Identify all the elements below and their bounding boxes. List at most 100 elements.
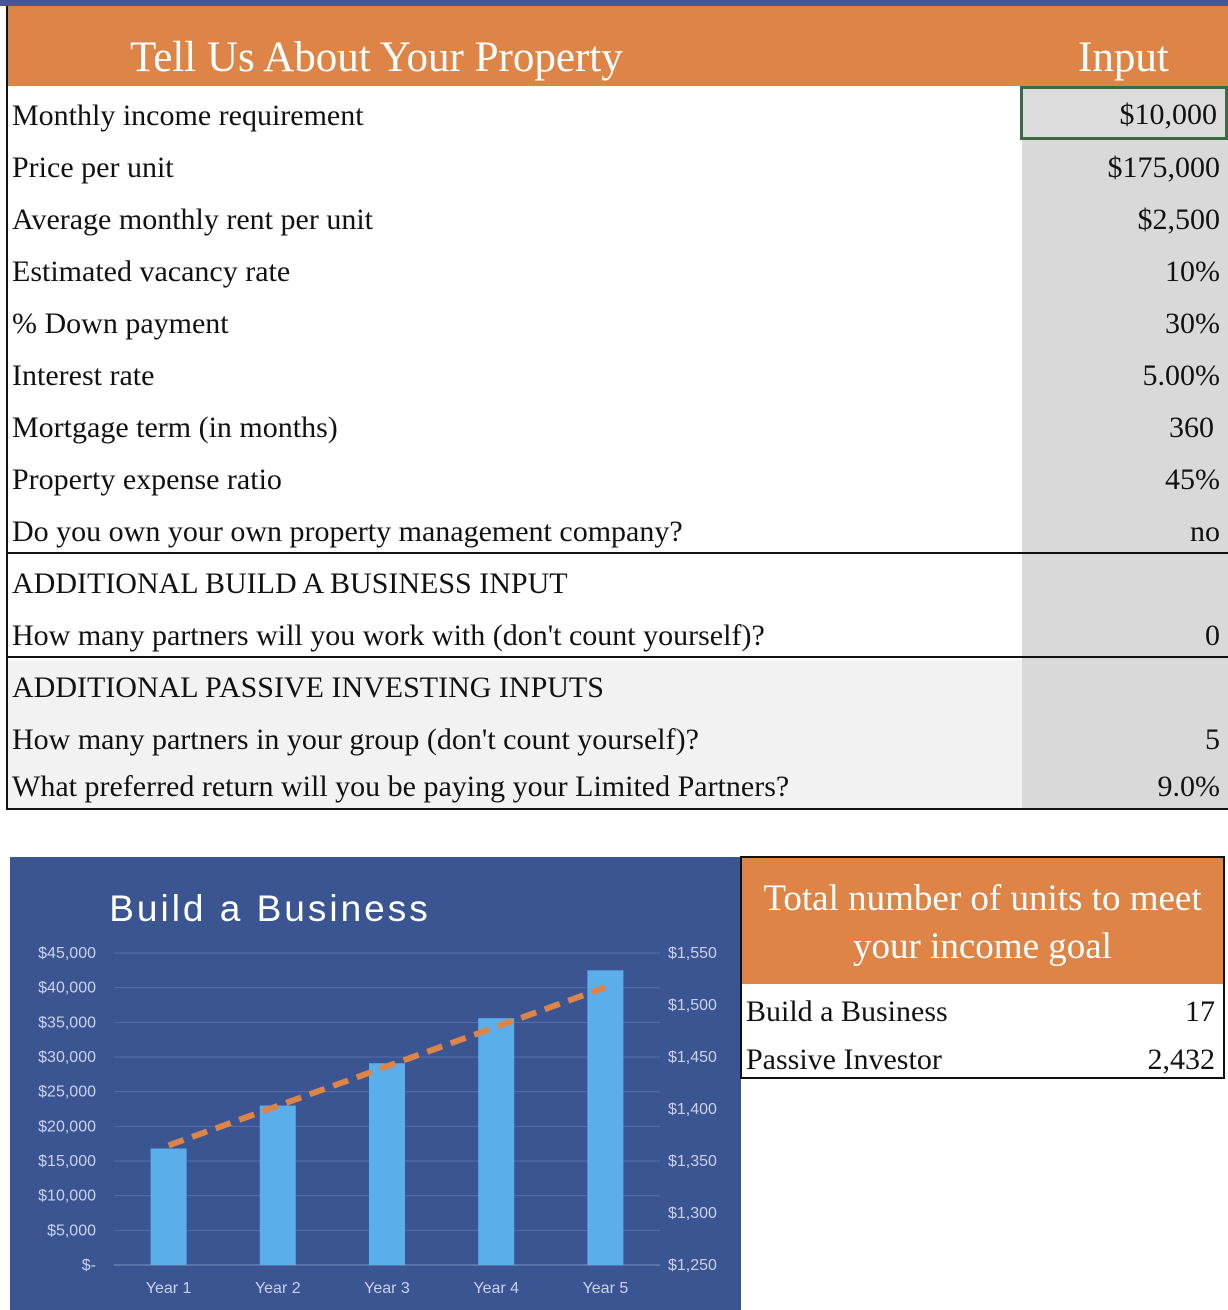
cell-value: 360	[1169, 411, 1214, 444]
expense-ratio-input[interactable]: 45%	[1022, 452, 1228, 504]
cell-value: 5.00%	[1142, 359, 1221, 392]
y-tick-label: $40,000	[38, 980, 96, 997]
cell-value: 10%	[1165, 255, 1220, 288]
row-mortgage-term: Mortgage term (in months) 360	[8, 400, 1228, 452]
section-divider	[8, 552, 1228, 554]
average-rent-input[interactable]: $2,500	[1022, 192, 1228, 244]
y-tick-label: $45,000	[38, 945, 96, 962]
mortgage-term-input[interactable]: 360	[1022, 400, 1228, 452]
row-label: How many partners will you work with (do…	[12, 619, 765, 652]
summary-label: Build a Business	[746, 995, 948, 1028]
row-vacancy-rate: Estimated vacancy rate 10%	[8, 244, 1228, 296]
x-tick-label: Year 1	[146, 1280, 192, 1297]
y-tick-label: $30,000	[38, 1049, 96, 1066]
cell-value: $2,500	[1137, 203, 1221, 236]
cell-value: $175,000	[1107, 151, 1221, 184]
y-tick-label: $25,000	[38, 1084, 96, 1101]
row-average-rent: Average monthly rent per unit $2,500	[8, 192, 1228, 244]
y2-tick-label: $1,300	[668, 1205, 717, 1222]
table-header: Tell Us About Your Property Input	[8, 6, 1228, 86]
build-partners-input[interactable]: 0	[1022, 608, 1228, 660]
build-section-heading-row: ADDITIONAL BUILD A BUSINESS INPUT	[8, 556, 1228, 608]
y2-tick-label: $1,550	[668, 945, 717, 962]
row-label: Average monthly rent per unit	[12, 203, 373, 236]
bar	[369, 1063, 405, 1265]
x-tick-label: Year 2	[255, 1280, 301, 1297]
x-tick-label: Year 3	[364, 1280, 410, 1297]
blank-cell	[1022, 556, 1228, 608]
x-tick-label: Year 5	[583, 1280, 629, 1297]
row-label: Interest rate	[12, 359, 155, 392]
row-label: Property expense ratio	[12, 463, 282, 496]
cell-value: 5	[1205, 723, 1220, 756]
row-label: How many partners in your group (don't c…	[12, 723, 699, 756]
row-label: Do you own your own property management …	[12, 515, 683, 548]
row-label: Monthly income requirement	[12, 99, 364, 132]
passive-partners-input[interactable]: 5	[1022, 712, 1228, 764]
cell-value: 0	[1205, 619, 1220, 652]
section-divider	[8, 656, 1228, 658]
row-interest-rate: Interest rate 5.00%	[8, 348, 1228, 400]
chart-canvas: $- $5,000 $10,000 $15,000 $20,000 $25,000 $30,…	[38, 888, 717, 1297]
cell-value: 45%	[1165, 463, 1220, 496]
vacancy-rate-input[interactable]: 10%	[1022, 244, 1228, 296]
row-preferred-return: What preferred return will you be paying…	[8, 760, 1228, 808]
row-label: Estimated vacancy rate	[12, 255, 291, 288]
property-input-table: Tell Us About Your Property Input Monthl…	[6, 6, 1228, 810]
row-monthly-income: Monthly income requirement $10,000	[8, 86, 1228, 140]
row-down-payment: % Down payment 30%	[8, 296, 1228, 348]
y2-tick-label: $1,250	[668, 1257, 717, 1274]
row-label: Mortgage term (in months)	[12, 411, 338, 444]
summary-title-line-2: your income goal	[853, 926, 1112, 967]
y-tick-label: $15,000	[38, 1153, 96, 1170]
row-expense-ratio: Property expense ratio 45%	[8, 452, 1228, 504]
row-label: Price per unit	[12, 151, 174, 184]
blank-cell	[1022, 660, 1228, 712]
y2-tick-label: $1,500	[668, 997, 717, 1014]
passive-section-heading: ADDITIONAL PASSIVE INVESTING INPUTS	[12, 671, 604, 704]
monthly-income-input[interactable]: $10,000	[1020, 86, 1228, 140]
top-border	[0, 0, 1228, 6]
build-a-business-chart: $- $5,000 $10,000 $15,000 $20,000 $25,000 $30,…	[10, 857, 741, 1310]
row-label: % Down payment	[12, 307, 229, 340]
y-tick-label: $10,000	[38, 1188, 96, 1205]
row-build-partners: How many partners will you work with (do…	[8, 608, 1228, 660]
preferred-return-input[interactable]: 9.0%	[1022, 760, 1228, 808]
units-summary-table: Total number of units to meet your incom…	[740, 856, 1225, 1079]
table-title: Tell Us About Your Property	[130, 34, 623, 81]
bar	[259, 1105, 296, 1265]
trend-line	[167, 984, 607, 1149]
interest-rate-input[interactable]: 5.00%	[1022, 348, 1228, 400]
y-tick-label: $-	[82, 1257, 96, 1274]
y-tick-label: $20,000	[38, 1118, 96, 1135]
summary-row-build: Build a Business 17	[742, 988, 1223, 1036]
summary-row-passive: Passive Investor 2,432	[742, 1036, 1223, 1084]
cell-value: $10,000	[1119, 98, 1218, 131]
row-price-per-unit: Price per unit $175,000	[8, 140, 1228, 192]
cell-value: 30%	[1165, 307, 1220, 340]
cell-value: no	[1190, 515, 1220, 548]
chart-title: Build a Business	[109, 888, 431, 929]
bar	[150, 1148, 187, 1265]
row-passive-partners: How many partners in your group (don't c…	[8, 712, 1228, 764]
summary-header: Total number of units to meet your incom…	[742, 858, 1223, 984]
down-payment-input[interactable]: 30%	[1022, 296, 1228, 348]
build-section-heading: ADDITIONAL BUILD A BUSINESS INPUT	[12, 567, 568, 600]
summary-value: 17	[1185, 995, 1215, 1028]
y2-tick-label: $1,450	[668, 1049, 717, 1066]
y-tick-label: $5,000	[47, 1222, 96, 1239]
row-property-management: Do you own your own property management …	[8, 504, 1228, 556]
price-per-unit-input[interactable]: $175,000	[1022, 140, 1228, 192]
property-management-input[interactable]: no	[1022, 504, 1228, 556]
bar	[478, 1018, 515, 1265]
y2-tick-label: $1,350	[668, 1153, 717, 1170]
input-column-header: Input	[1078, 34, 1169, 81]
row-label: What preferred return will you be paying…	[12, 770, 790, 803]
cell-value: 9.0%	[1157, 770, 1221, 803]
summary-label: Passive Investor	[746, 1043, 942, 1076]
passive-section-heading-row: ADDITIONAL PASSIVE INVESTING INPUTS	[8, 660, 1228, 712]
y2-tick-label: $1,400	[668, 1101, 717, 1118]
x-tick-label: Year 4	[473, 1280, 519, 1297]
y-tick-label: $35,000	[38, 1014, 96, 1031]
bar	[587, 970, 624, 1265]
